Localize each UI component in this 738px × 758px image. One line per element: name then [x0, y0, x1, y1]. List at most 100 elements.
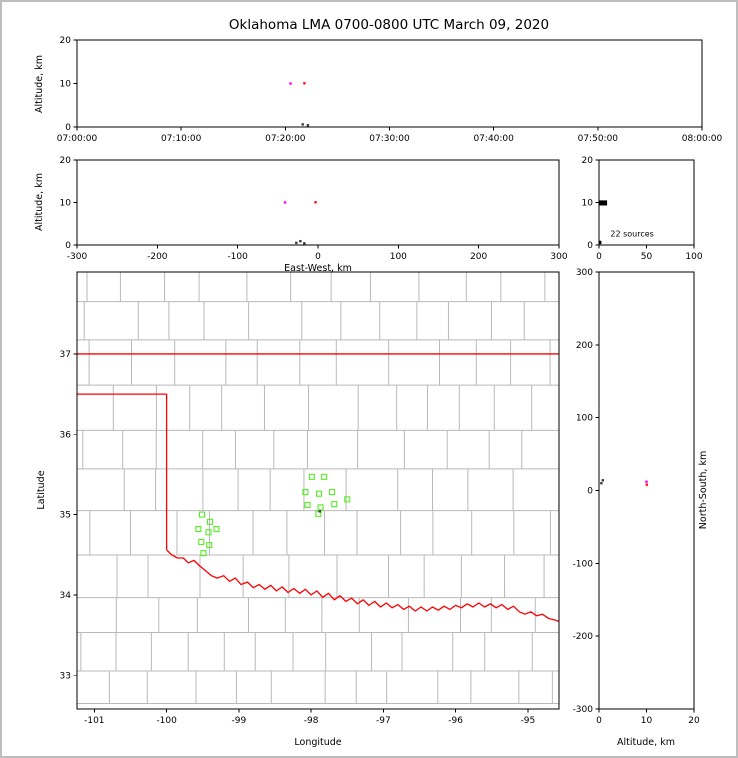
map-panel-ytick-label: 36 [60, 430, 72, 440]
map-panel-xtick-label: -95 [521, 716, 536, 726]
time-panel-ylabel: Altitude, km [34, 55, 45, 113]
altitude-histogram-bar [599, 240, 602, 245]
flash-square [315, 510, 322, 517]
ns-panel-ytick-label: -100 [573, 559, 594, 569]
flash-square [213, 526, 220, 533]
ns-panel-ytick-label: 200 [576, 341, 593, 351]
time-panel-xtick-label: 07:10:00 [161, 134, 202, 144]
map-panel-xtick-label: -96 [448, 716, 463, 726]
map-panel-frame [76, 271, 560, 710]
ns-panel-ytick-label: 0 [587, 487, 593, 497]
ew-panel-ytick-label: 0 [65, 241, 71, 251]
map-panel-ytick-label: 35 [60, 511, 71, 521]
ew-panel-xtick-label: -200 [147, 252, 168, 262]
flash-square [302, 489, 309, 496]
time-panel-xtick-label: 07:40:00 [473, 134, 514, 144]
sources-count-annotation: 22 sources [610, 230, 653, 239]
flash-square [331, 501, 338, 508]
ew-panel-ylabel: Altitude, km [34, 173, 45, 231]
flash-square [316, 490, 323, 497]
ew-panel-xtick-label: 0 [315, 252, 321, 262]
hist-panel-xtick-label: 50 [641, 252, 653, 262]
ew-source-point [314, 201, 317, 204]
flash-square [205, 529, 212, 536]
map-source-dot [318, 510, 322, 513]
ns-panel-xtick-label: 20 [688, 716, 700, 726]
ew-panel-xtick-label: -100 [227, 252, 248, 262]
generated-plot-content: 22 sources 07:00:00 07:10:00 07:20:00 07:30:… [57, 36, 723, 726]
hist-panel-ytick-label: 10 [582, 199, 594, 209]
time-source-point [289, 82, 292, 85]
hist-panel-ytick-label: 0 [587, 241, 593, 251]
time-panel-ytick-label: 0 [65, 123, 71, 133]
map-panel-ytick-label: 37 [60, 350, 71, 360]
hist-panel-xtick-label: 0 [596, 252, 602, 262]
ew-panel-xtick-label: -300 [67, 252, 88, 262]
ew-source-point [299, 239, 302, 243]
ns-panel-ytick-label: -300 [573, 705, 594, 715]
ns-panel-ytick-label: -200 [573, 632, 594, 642]
map-panel-xtick-label: -97 [376, 716, 391, 726]
flash-square [200, 550, 207, 557]
ns-panel-ylabel: North-South, km [698, 451, 709, 529]
flash-square [329, 489, 336, 496]
ew-panel-xtick-label: 300 [550, 252, 567, 262]
hist-panel-ytick-label: 20 [582, 156, 594, 166]
ns-source-point [645, 480, 648, 483]
map-ylabel-latitude: Latitude [36, 470, 47, 509]
ew-panel-xlabel: East-West, km [284, 263, 352, 274]
hist-panel-xtick-label: 100 [685, 252, 702, 262]
ns-panel-xtick-label: 0 [596, 716, 602, 726]
time-source-point [301, 123, 304, 126]
ew-panel-xtick-label: 200 [470, 252, 487, 262]
time-panel-xtick-label: 07:50:00 [578, 134, 619, 144]
flash-square [206, 542, 213, 549]
ns-panel-ytick-label: 300 [576, 268, 593, 278]
flash-square [304, 501, 311, 509]
flash-square [195, 526, 202, 533]
map-content [77, 272, 559, 705]
ns-panel-xtick-label: 10 [641, 716, 653, 726]
flash-square [206, 518, 214, 525]
ns-panel-xlabel: Altitude, km [617, 737, 675, 748]
time-source-point [306, 124, 310, 127]
ew-source-point [283, 201, 287, 204]
map-panel-xtick-label: -101 [84, 716, 104, 726]
ew-panel-xtick-label: 100 [390, 252, 407, 262]
flash-square [317, 504, 324, 511]
flash-square [198, 511, 206, 518]
ns-panel-frame [598, 271, 695, 710]
ew-source-point [303, 242, 306, 245]
ew-panel-ytick-label: 10 [60, 199, 72, 209]
flash-square [321, 473, 328, 480]
ns-source-point [645, 483, 648, 486]
altitude-histogram-bar [599, 200, 608, 206]
state-border-red-river [166, 549, 559, 623]
chart-title: Oklahoma LMA 0700-0800 UTC March 09, 202… [229, 17, 549, 33]
flash-square [344, 496, 351, 503]
ns-source-point [600, 482, 603, 485]
map-panel-xtick-label: -98 [304, 716, 319, 726]
time-panel-ytick-label: 10 [60, 80, 72, 90]
flash-square [198, 538, 205, 545]
map-panel-xtick-label: -99 [232, 716, 247, 726]
time-panel-xtick-label: 08:00:00 [682, 134, 723, 144]
map-panel-ytick-label: 33 [60, 671, 71, 681]
time-panel-frame [76, 39, 703, 128]
time-panel-xtick-label: 07:30:00 [369, 134, 410, 144]
ew-source-point [295, 241, 298, 245]
ew-panel-frame [76, 159, 560, 246]
flash-square [308, 473, 315, 480]
map-panel-xtick-label: -100 [156, 716, 177, 726]
ns-panel-ytick-label: 100 [576, 414, 593, 424]
time-panel-xtick-label: 07:00:00 [57, 134, 98, 144]
map-panel-ytick-label: 34 [60, 591, 72, 601]
map-xlabel-longitude: Longitude [294, 737, 341, 748]
time-source-point [303, 82, 306, 85]
time-panel-xtick-label: 07:20:00 [265, 134, 306, 144]
ew-panel-ytick-label: 20 [60, 156, 72, 166]
time-panel-ytick-label: 20 [60, 36, 72, 46]
ns-source-point [601, 479, 604, 482]
